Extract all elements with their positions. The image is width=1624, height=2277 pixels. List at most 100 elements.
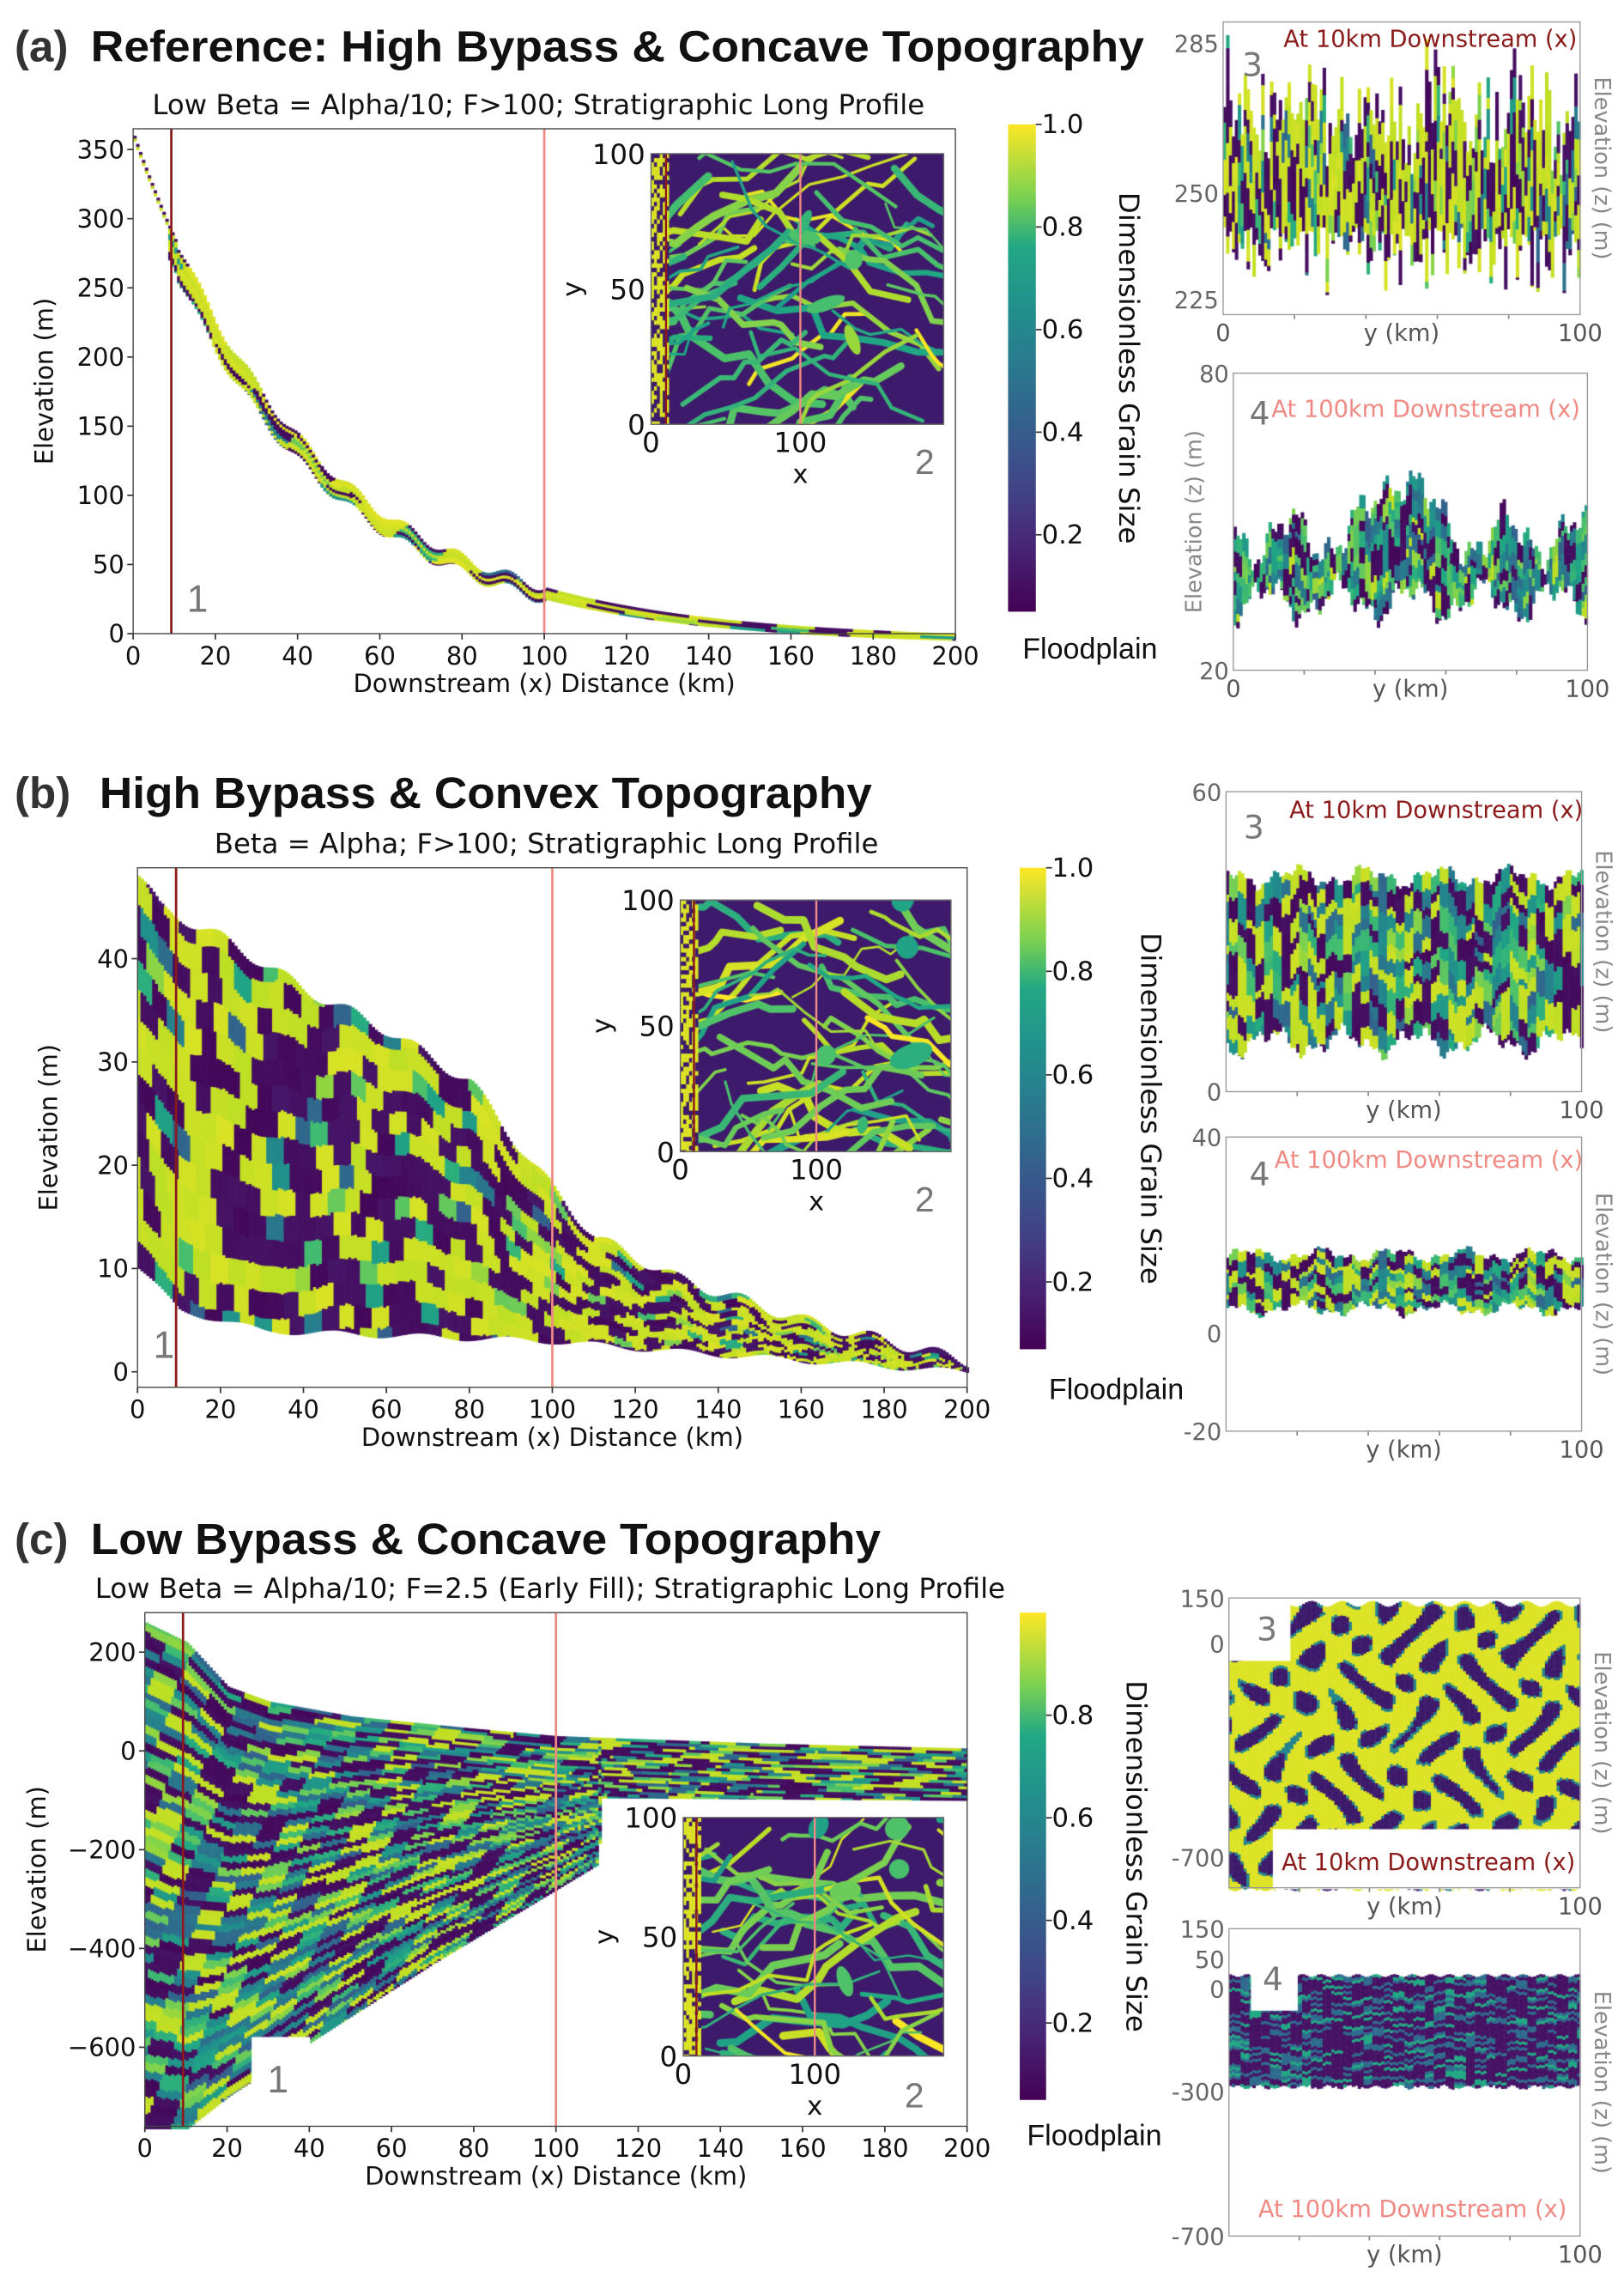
x-tick-label: 120 [615,2134,662,2163]
panel-label: (a) [15,22,68,71]
colorbar-label: Dimensionless Grain Size [1135,932,1167,1284]
marker-4: 4 [1250,394,1270,432]
colorbar-tick-label: 0.8 [1042,213,1084,243]
inset-y-tick-label: 100 [624,1802,677,1835]
x-tick-label: 180 [860,1395,907,1424]
y-tick-label: 50 [93,550,124,580]
long-profile-axes [136,867,968,1388]
xsec-title: At 10km Downstream (x) [1282,1849,1575,1876]
long-profile-axes [132,128,956,635]
inset-x-tick-label: 100 [774,427,827,459]
xsec-y-tick-label: -700 [1172,2225,1225,2251]
y-axis-label: Elevation (m) [33,1044,63,1211]
inset-y-tick-label: 50 [609,274,645,307]
colorbar [1020,1612,1046,2100]
x-tick-label: 40 [282,641,313,671]
colorbar-tick-label: 1.0 [1052,853,1094,883]
inset-x-tick-label: 0 [671,1154,689,1187]
xsec-x-tick-label: 100 [1560,1437,1604,1464]
x-tick-label: 140 [697,2134,744,2163]
cross-section-100km-axes [1225,1136,1583,1432]
cross-section-10km-axes [1228,1597,1581,1889]
colorbar-label: Dimensionless Grain Size [1112,192,1145,544]
panel-a: (a) Reference: High Bypass & Concave Topo… [15,22,1615,703]
x-tick-label: 60 [371,1395,403,1424]
x-tick-label: 40 [294,2134,325,2163]
xsec-y-tick-label: -20 [1184,1419,1222,1446]
x-tick-label: 60 [376,2134,408,2163]
inset-x-tick-label: 0 [675,2058,693,2091]
x-tick-label: 100 [529,1395,576,1424]
colorbar-tick-label: 0.2 [1042,520,1084,550]
x-tick-label: 0 [125,641,141,671]
y-tick-label: 0 [108,619,124,648]
xsec-title: At 100km Downstream (x) [1275,1147,1583,1174]
panel-c: (c) Low Bypass & Concave Topography Low Be… [15,1515,1615,2268]
panel-label: (c) [15,1515,68,1564]
x-tick-label: 120 [603,641,650,671]
colorbar-tick-label: 0.8 [1052,957,1094,987]
xsec-y-tick-label: 0 [1207,1321,1221,1348]
xsec-y-label: Elevation (z) (m) [1589,1651,1615,1834]
panel-title: High Bypass & Convex Topography [100,768,873,817]
xsec-y-label: Elevation (z) (m) [1181,430,1207,613]
inset-y-tick-label: 100 [592,138,645,171]
marker-1: 1 [268,2059,289,2101]
marker-3: 3 [1242,46,1263,84]
y-tick-label: 10 [97,1254,129,1284]
x-tick-label: 100 [520,641,567,671]
colorbar-tick-label: 0.4 [1042,418,1084,448]
xsec-y-tick-label: -700 [1172,1845,1225,1872]
xsec-y-tick-label: 0 [1207,1080,1221,1107]
y-tick-label: 350 [77,135,124,164]
xsec-y-tick-label: 0 [1209,1632,1224,1659]
floodplain-label: Floodplain [1027,2120,1161,2153]
marker-3: 3 [1244,809,1264,847]
colorbar [1020,867,1046,1350]
marker-4: 4 [1263,1960,1283,1998]
xsec-title: At 10km Downstream (x) [1283,27,1577,53]
xsec-y-tick-label: 150 [1180,1917,1225,1944]
colorbar-tick-label: 0.2 [1052,2008,1094,2038]
long-profile-axes [144,1612,968,2128]
cross-section-10km-axes [1225,791,1583,1093]
y-tick-label: −600 [68,2033,136,2062]
cross-section-10km-axes [1222,21,1581,316]
xsec-y-tick-label: 40 [1192,1126,1222,1152]
xsec-x-tick-label: 100 [1558,2242,1603,2268]
long-profile-title: Beta = Alpha; F>100; Stratigraphic Long … [215,828,879,860]
x-tick-label: 80 [453,1395,485,1424]
y-tick-label: 20 [97,1151,129,1180]
xsec-x-label: y (km) [1366,1437,1441,1464]
xsec-x-tick-label: 100 [1560,1097,1604,1124]
colorbar-tick-label: 0.4 [1052,1906,1094,1936]
xsec-x-tick-label: 100 [1565,676,1609,702]
xsec-title: At 100km Downstream (x) [1271,397,1579,423]
marker-2: 2 [905,2075,924,2115]
y-tick-label: 40 [97,944,129,974]
x-tick-label: 120 [611,1395,658,1424]
colorbar-tick-label: 0.6 [1052,1060,1094,1090]
x-tick-label: 100 [532,2134,579,2163]
xsec-x-tick-label: 0 [1226,676,1240,702]
panel-title: Reference: High Bypass & Concave Topogra… [91,22,1145,71]
y-tick-label: 300 [77,204,124,234]
xsec-y-tick-label: 60 [1192,780,1222,806]
marker-4: 4 [1250,1156,1270,1193]
y-tick-label: 30 [97,1047,129,1077]
cross-section-100km-axes [1233,372,1589,671]
inset-y-label: y [590,1929,620,1945]
x-tick-label: 200 [943,2134,991,2163]
xsec-y-tick-label: -300 [1172,2080,1225,2106]
inset-y-tick-label: 0 [627,409,645,441]
xsec-y-tick-label: 150 [1180,1586,1225,1612]
inset-y-label: y [558,282,588,297]
inset-y-tick-label: 0 [660,2041,678,2074]
plan-view-inset [679,899,952,1153]
inset-x-tick-label: 100 [790,1154,843,1187]
y-axis-label: Elevation (m) [29,298,58,465]
long-profile-title: Low Beta = Alpha/10; F>100; Stratigraphi… [152,88,924,121]
colorbar-tick-label: 0.4 [1052,1164,1094,1194]
inset-x-label: x [792,459,808,489]
